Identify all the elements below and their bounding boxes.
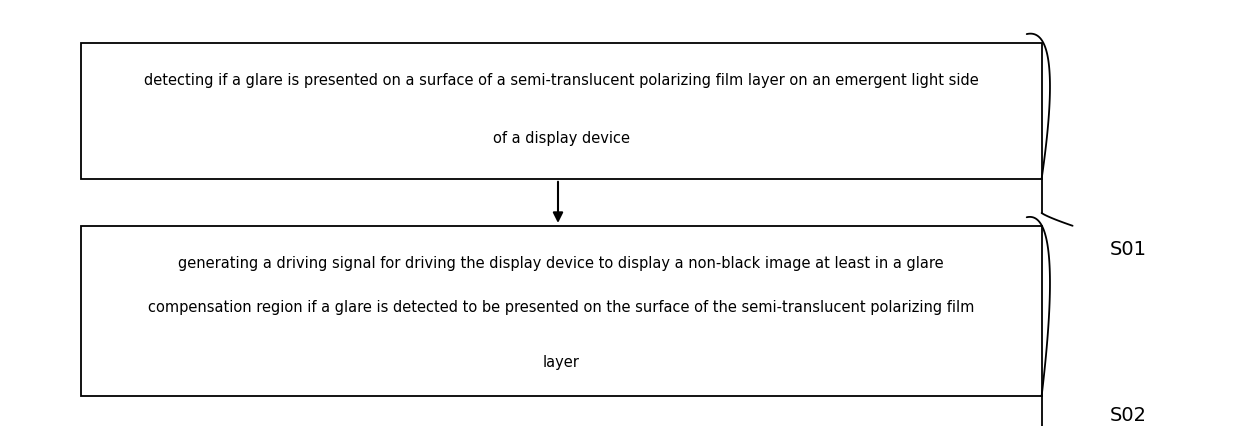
Bar [81,43,1042,179]
Text: generating a driving signal for driving the display device to display a non-blac: generating a driving signal for driving … [179,256,944,271]
Text: layer: layer [543,354,579,370]
Text: of a display device: of a display device [492,130,630,146]
Text: S02: S02 [1110,406,1147,425]
Text: detecting if a glare is presented on a surface of a semi-translucent polarizing : detecting if a glare is presented on a s… [144,73,978,88]
Bar [81,226,1042,396]
Text: S01: S01 [1110,240,1147,259]
Text: compensation region if a glare is detected to be presented on the surface of the: compensation region if a glare is detect… [148,300,975,315]
